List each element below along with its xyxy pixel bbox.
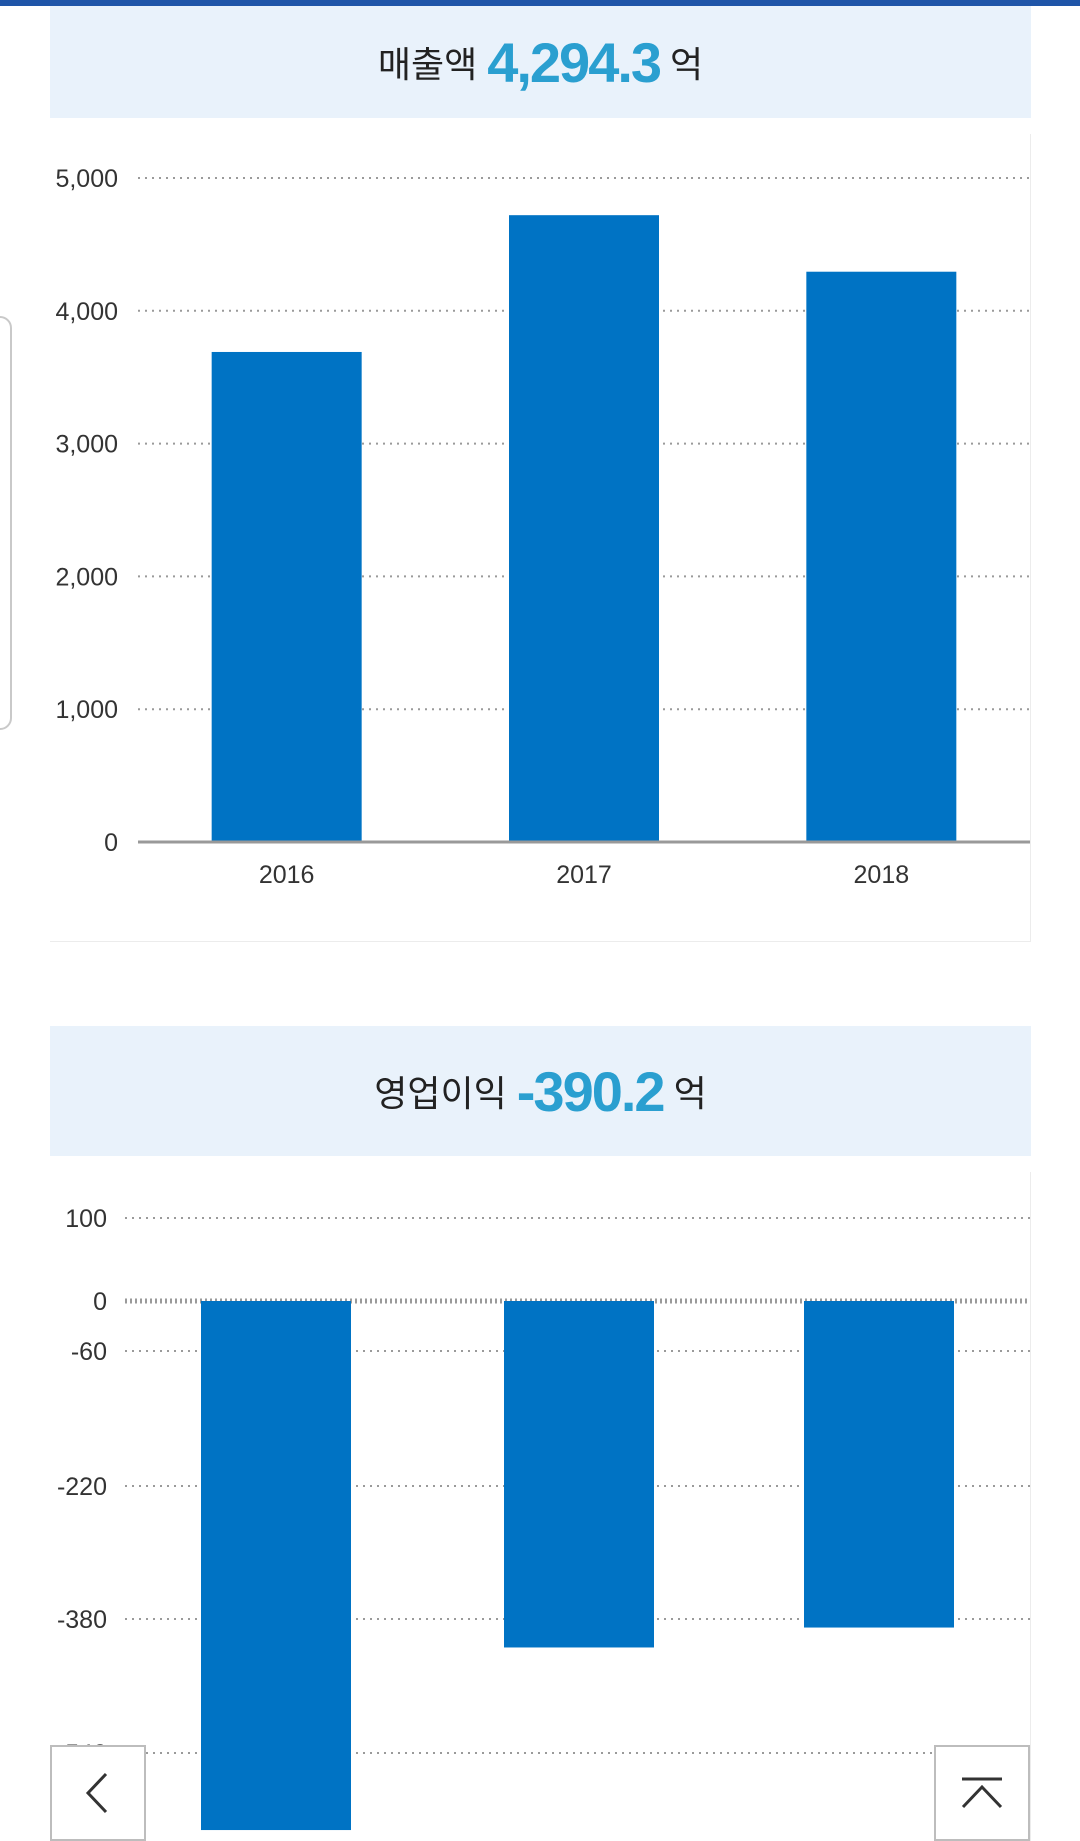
y-tick-label: 0 [104, 829, 118, 857]
side-drawer-handle[interactable] [0, 316, 12, 730]
y-tick-label: 1,000 [55, 696, 118, 724]
bar-2016 [201, 1301, 351, 1831]
revenue-value: 4,294.3 [487, 30, 662, 94]
y-tick-label: -60 [71, 1338, 107, 1366]
y-tick-label: 3,000 [55, 431, 118, 459]
revenue-chart-panel: 0 1,000 2,000 3,000 4,000 5,000 2016 2017 2018 [50, 134, 1031, 942]
operating-profit-value: -390.2 [516, 1059, 666, 1123]
chevron-left-icon [85, 1772, 108, 1814]
bar-2017 [509, 215, 659, 843]
bar-2016 [211, 351, 362, 842]
revenue-bar-chart: 0 1,000 2,000 3,000 4,000 5,000 2016 2017 2018 [55, 165, 1030, 889]
y-tick-label: -220 [57, 1473, 107, 1501]
scroll-to-top-icon [961, 1777, 1003, 1809]
scroll-to-top-button[interactable] [934, 1745, 1030, 1841]
y-tick-label: 4,000 [55, 298, 118, 326]
x-tick-label: 2017 [556, 861, 612, 889]
bar-2018 [804, 1301, 954, 1628]
bar-2018 [806, 271, 957, 842]
y-tick-label: -380 [57, 1606, 107, 1634]
y-tick-label: 5,000 [55, 165, 118, 193]
y-tick-label: 2,000 [55, 563, 118, 591]
y-tick-label: 100 [65, 1205, 107, 1233]
revenue-summary-banner: 매출액 4,294.3 억 [50, 6, 1031, 118]
y-tick-label: 0 [93, 1288, 107, 1316]
operating-profit-summary-banner: 영업이익 -390.2 억 [50, 1026, 1031, 1156]
x-tick-label: 2018 [854, 861, 910, 889]
operating-profit-label: 영업이익 [374, 1073, 507, 1114]
bar-2017 [504, 1301, 654, 1648]
back-button[interactable] [50, 1745, 146, 1841]
revenue-unit: 억 [670, 44, 704, 85]
x-tick-label: 2016 [259, 861, 315, 889]
revenue-label: 매출액 [377, 44, 478, 85]
operating-profit-unit: 억 [673, 1073, 707, 1114]
top-accent-bar [0, 0, 1080, 6]
